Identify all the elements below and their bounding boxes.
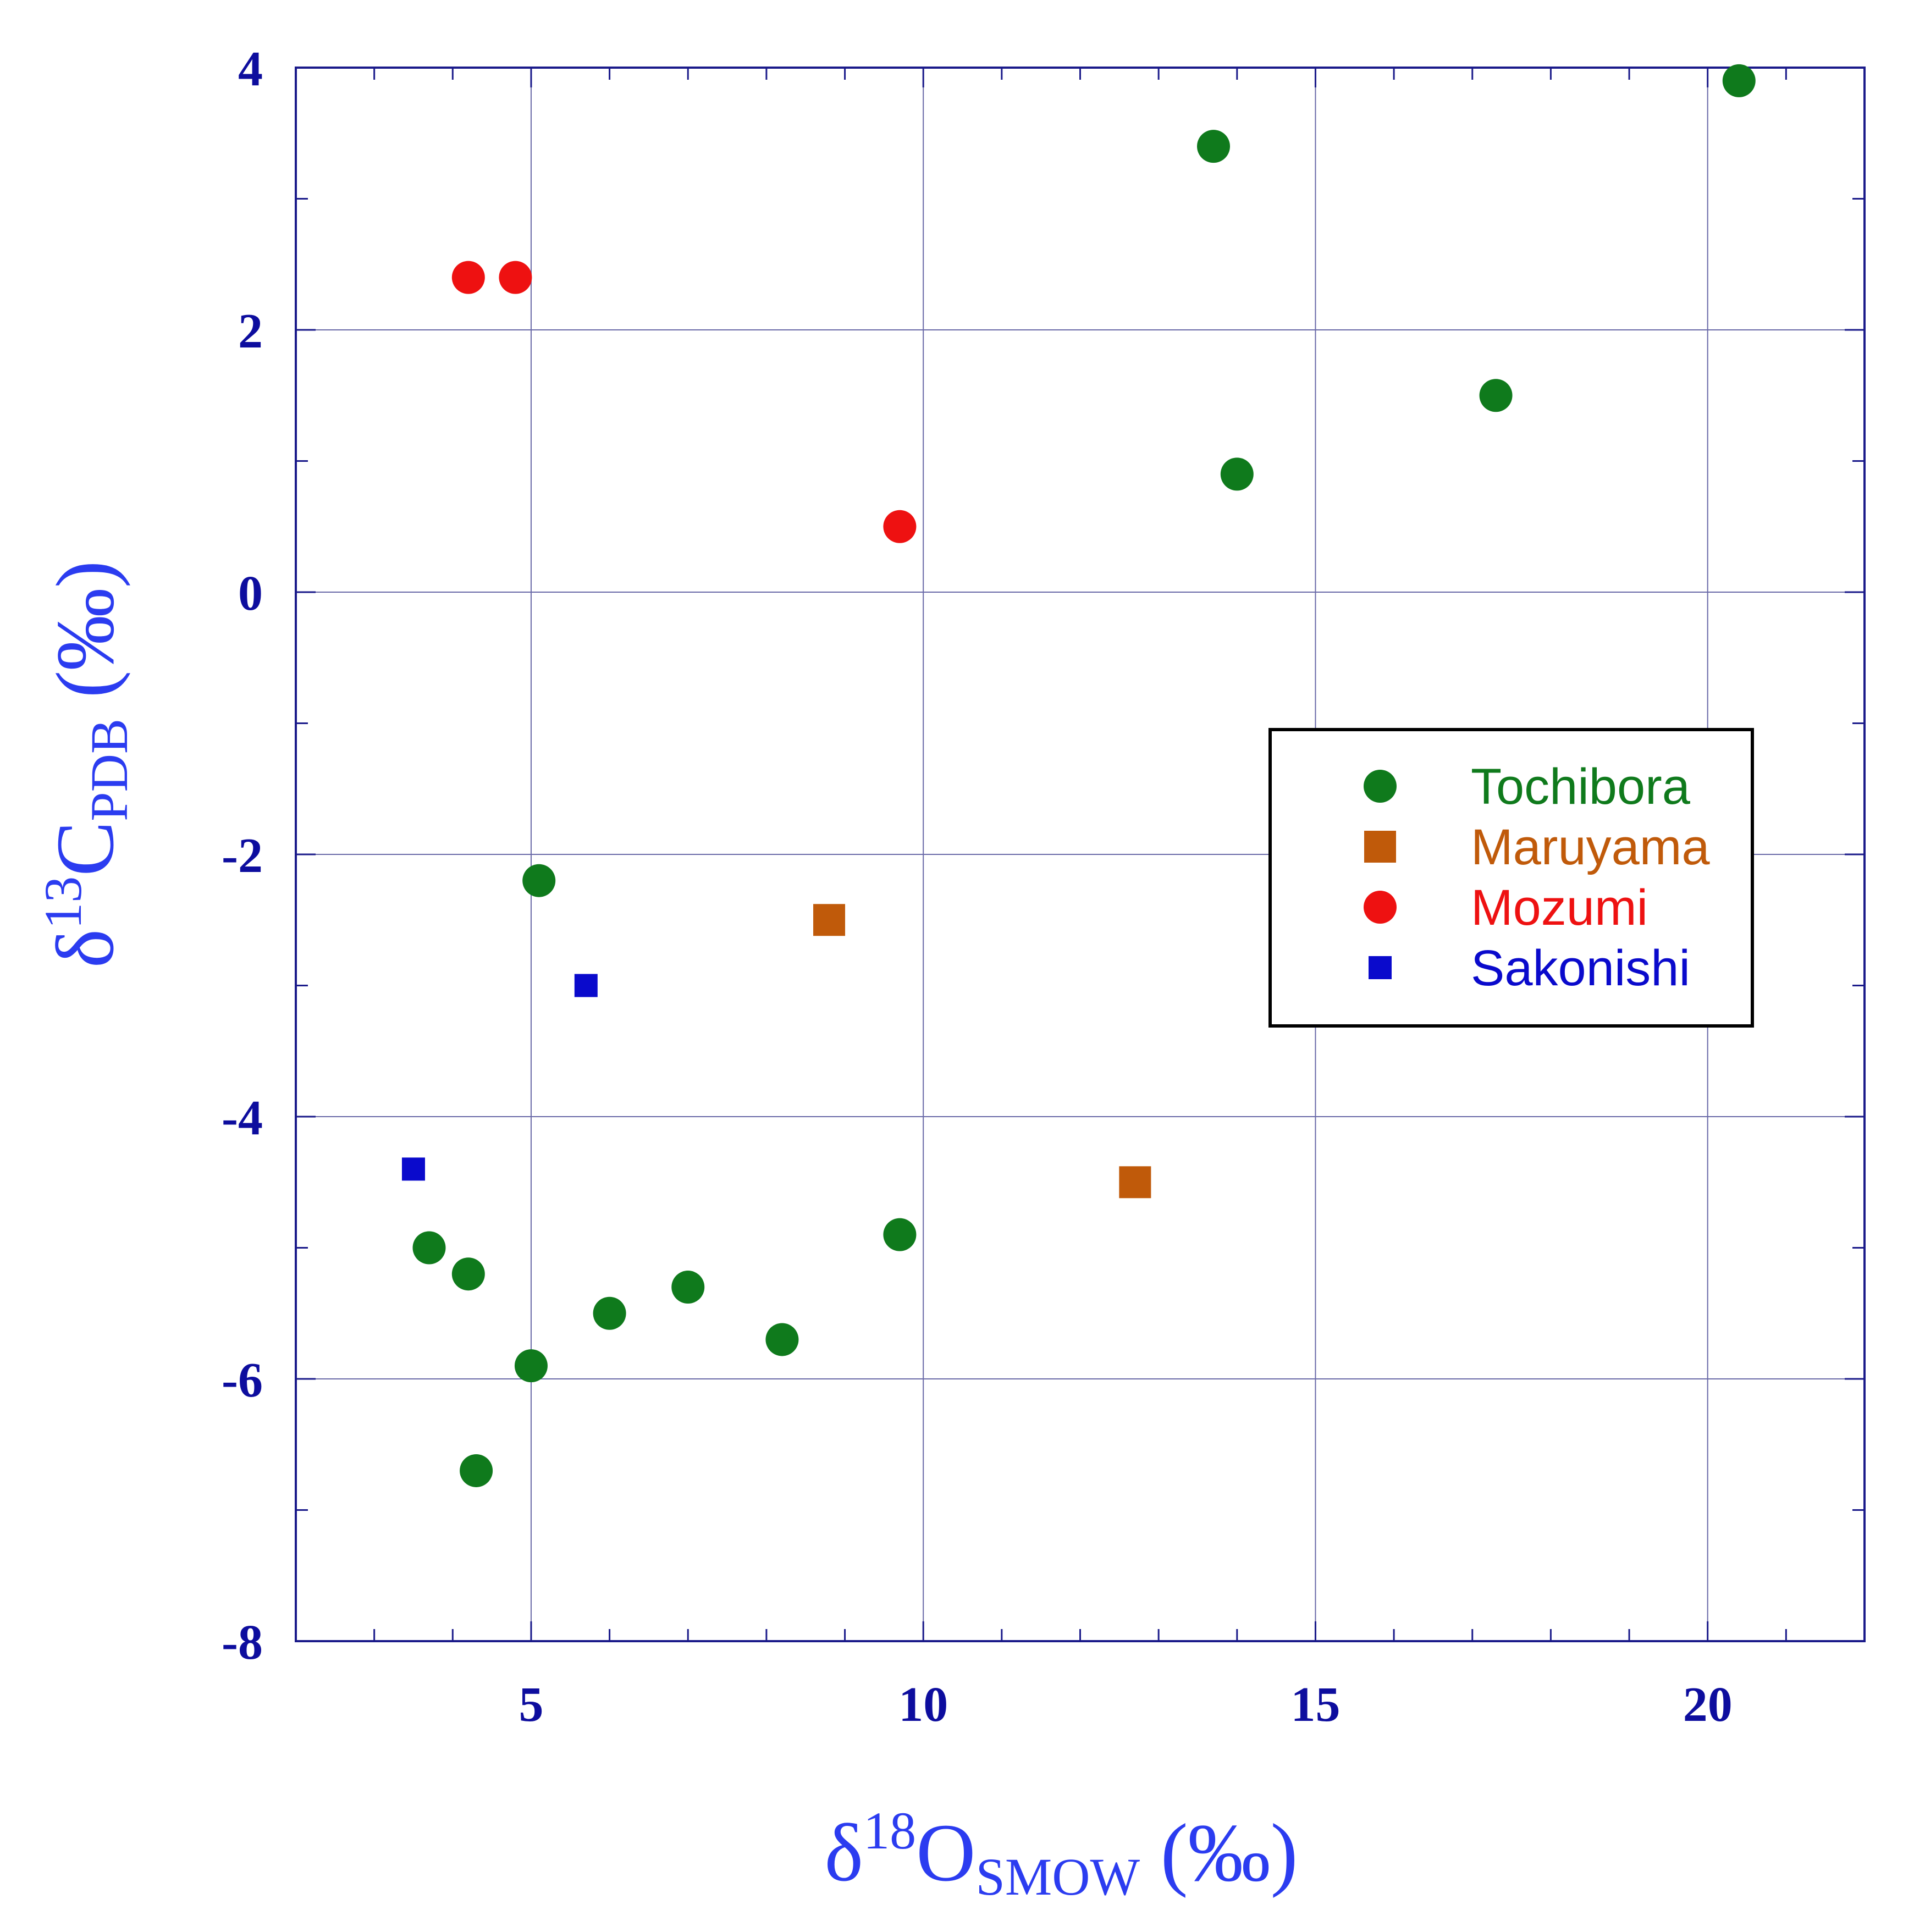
data-point-tochibora: [883, 1218, 917, 1251]
x-tick-label: 20: [1683, 1677, 1733, 1732]
data-point-tochibora: [460, 1454, 493, 1487]
y-tick-label: 4: [238, 42, 263, 96]
legend-box: [1268, 728, 1754, 1028]
data-point-tochibora: [1220, 457, 1254, 491]
x-title-subscript: SMOW: [975, 1847, 1140, 1906]
x-title-superscript: 18: [863, 1801, 916, 1860]
data-point-tochibora: [412, 1231, 446, 1265]
legend-marker-tochibora: [1364, 770, 1397, 803]
data-point-tochibora: [1197, 130, 1231, 163]
data-points: [401, 64, 1756, 1487]
tick-labels: 5 10 15 20 -8 -6 -4 -2 0 2 4: [222, 42, 1733, 1732]
data-point-tochibora: [1722, 64, 1756, 97]
y-tick-label: 0: [238, 566, 263, 621]
y-axis-title: δ13CPDB (‰): [34, 561, 139, 968]
data-point-tochibora: [593, 1296, 626, 1330]
legend-marker-maruyama: [1364, 831, 1396, 863]
data-point-tochibora: [514, 1349, 548, 1383]
x-tick-label: 5: [519, 1677, 543, 1732]
x-tick-label: 15: [1290, 1677, 1340, 1732]
x-title-symbol: δ: [824, 1807, 863, 1898]
legend-marker-mozumi: [1364, 891, 1397, 924]
data-point-tochibora: [522, 864, 556, 897]
legend-label-tochibora: Tochibora: [1471, 759, 1691, 815]
y-tick-label: -8: [222, 1615, 263, 1670]
data-point-sakonishi: [401, 1157, 425, 1181]
y-title-symbol: δ: [40, 929, 131, 968]
y-tick-label: -2: [222, 829, 263, 883]
x-title-unit: (‰): [1140, 1807, 1298, 1898]
x-axis-title: δ18OSMOW (‰): [824, 1801, 1298, 1906]
legend-label-sakonishi: Sakonishi: [1471, 940, 1690, 996]
y-title-subscript: PDB: [80, 719, 139, 821]
data-point-maruyama: [1119, 1166, 1151, 1199]
y-title-unit: (‰): [40, 561, 131, 719]
x-tick-label: 10: [898, 1677, 948, 1732]
data-point-mozumi: [451, 261, 485, 294]
data-point-tochibora: [451, 1257, 485, 1291]
data-point-tochibora: [765, 1323, 799, 1356]
y-tick-label: 2: [238, 304, 263, 358]
data-point-maruyama: [813, 904, 846, 936]
data-point-mozumi: [883, 510, 917, 543]
y-title-superscript: 13: [34, 876, 92, 929]
x-title-element: O: [916, 1807, 975, 1898]
legend-label-mozumi: Mozumi: [1471, 880, 1648, 936]
data-point-sakonishi: [574, 974, 598, 997]
data-point-tochibora: [1479, 379, 1513, 412]
data-point-tochibora: [671, 1271, 705, 1304]
y-tick-label: -4: [222, 1091, 263, 1145]
data-point-mozumi: [499, 261, 532, 294]
grid-lines: [296, 68, 1865, 1641]
legend-label-maruyama: Maruyama: [1471, 819, 1710, 875]
axis-ticks: [296, 67, 1865, 1642]
y-tick-label: -6: [222, 1353, 263, 1407]
y-title-element: C: [40, 821, 131, 876]
legend-marker-sakonishi: [1369, 956, 1392, 979]
